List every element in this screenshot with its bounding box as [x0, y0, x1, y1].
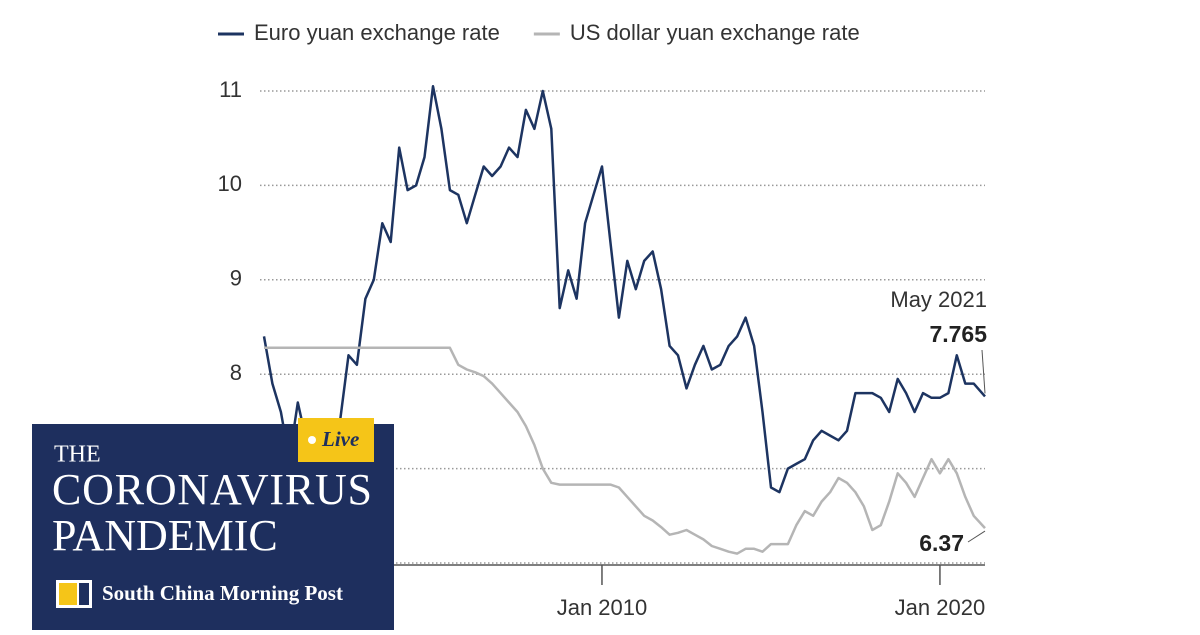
- legend-label: Euro yuan exchange rate: [254, 20, 500, 45]
- y-tick-label: 9: [230, 266, 242, 291]
- logo-fill: [79, 583, 89, 605]
- y-tick-label: 8: [230, 360, 242, 385]
- logo-fill: [59, 583, 77, 605]
- y-tick-label: 11: [219, 77, 242, 102]
- overlay-title: CORONAVIRUS: [52, 465, 372, 514]
- series-line: [264, 346, 986, 555]
- y-tick-label: 10: [218, 171, 242, 196]
- x-tick-label: Jan 2020: [895, 595, 986, 620]
- series-line: [262, 85, 986, 494]
- brand: South China Morning Post: [102, 581, 343, 605]
- legend-label: US dollar yuan exchange rate: [570, 20, 860, 45]
- annotation: 7.765: [929, 321, 987, 347]
- live-dot: [308, 436, 316, 444]
- connector: [967, 530, 986, 543]
- x-tick-label: Jan 2010: [557, 595, 648, 620]
- overlay-title: PANDEMIC: [52, 511, 278, 560]
- connector: [981, 349, 986, 394]
- annotation: 6.37: [919, 530, 964, 556]
- annotation: May 2021: [890, 287, 987, 312]
- live-label: Live: [321, 427, 359, 451]
- kicker: THE: [54, 442, 101, 468]
